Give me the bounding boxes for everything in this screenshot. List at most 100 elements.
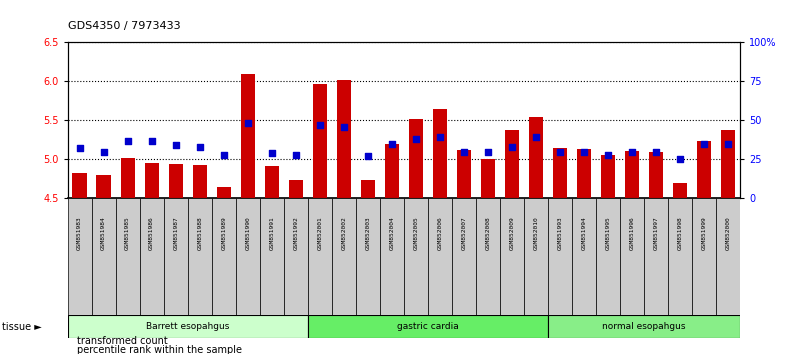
- Bar: [409, 119, 423, 198]
- Bar: [115, 198, 140, 315]
- Bar: [193, 165, 207, 198]
- Point: [217, 152, 230, 158]
- Point: [314, 122, 326, 128]
- Bar: [145, 163, 159, 198]
- Point: [650, 149, 662, 154]
- Text: percentile rank within the sample: percentile rank within the sample: [77, 346, 242, 354]
- Text: GSM851993: GSM851993: [558, 216, 563, 250]
- Point: [578, 149, 591, 154]
- Bar: [361, 180, 375, 198]
- Bar: [548, 315, 740, 338]
- Point: [121, 138, 134, 143]
- Bar: [452, 198, 476, 315]
- Bar: [625, 151, 639, 198]
- Point: [338, 124, 350, 130]
- Bar: [217, 187, 231, 198]
- Text: GSM851990: GSM851990: [245, 216, 250, 250]
- Point: [146, 138, 158, 143]
- Point: [410, 136, 423, 142]
- Point: [602, 152, 615, 158]
- Bar: [428, 198, 452, 315]
- Text: GSM852002: GSM852002: [341, 216, 346, 250]
- Bar: [721, 131, 736, 198]
- Text: GSM852004: GSM852004: [389, 216, 395, 250]
- Bar: [572, 198, 596, 315]
- Text: GSM851996: GSM851996: [630, 216, 634, 250]
- Point: [97, 149, 110, 154]
- Bar: [240, 74, 255, 198]
- Text: gastric cardia: gastric cardia: [397, 322, 458, 331]
- Bar: [693, 198, 716, 315]
- Bar: [505, 131, 519, 198]
- Point: [698, 141, 711, 147]
- Bar: [308, 315, 548, 338]
- Point: [458, 149, 470, 154]
- Bar: [289, 179, 303, 198]
- Bar: [577, 149, 591, 198]
- Bar: [356, 198, 380, 315]
- Bar: [284, 198, 308, 315]
- Text: GSM852007: GSM852007: [462, 216, 466, 250]
- Bar: [68, 315, 308, 338]
- Bar: [96, 175, 111, 198]
- Bar: [524, 198, 548, 315]
- Bar: [188, 198, 212, 315]
- Text: GSM851984: GSM851984: [101, 216, 106, 250]
- Text: transformed count: transformed count: [77, 336, 168, 346]
- Bar: [697, 141, 712, 198]
- Bar: [236, 198, 259, 315]
- Text: Barrett esopahgus: Barrett esopahgus: [146, 322, 229, 331]
- Text: normal esopahgus: normal esopahgus: [603, 322, 686, 331]
- Text: GSM852009: GSM852009: [509, 216, 514, 250]
- Bar: [140, 198, 164, 315]
- Point: [434, 135, 447, 140]
- Text: GSM851994: GSM851994: [582, 216, 587, 250]
- Text: GSM852006: GSM852006: [438, 216, 443, 250]
- Text: tissue ►: tissue ►: [2, 321, 41, 332]
- Bar: [404, 198, 428, 315]
- Text: GSM852001: GSM852001: [318, 216, 322, 250]
- Bar: [548, 198, 572, 315]
- Bar: [259, 198, 284, 315]
- Bar: [476, 198, 500, 315]
- Bar: [337, 80, 351, 198]
- Bar: [120, 158, 135, 198]
- Bar: [529, 117, 544, 198]
- Bar: [481, 159, 495, 198]
- Bar: [380, 198, 404, 315]
- Text: GSM852010: GSM852010: [533, 216, 539, 250]
- Text: GSM852008: GSM852008: [486, 216, 490, 250]
- Point: [73, 145, 86, 151]
- Bar: [212, 198, 236, 315]
- Point: [266, 150, 279, 156]
- Point: [674, 156, 687, 162]
- Point: [626, 149, 638, 154]
- Bar: [649, 152, 663, 198]
- Point: [554, 149, 567, 154]
- Bar: [433, 109, 447, 198]
- Bar: [264, 166, 279, 198]
- Bar: [601, 155, 615, 198]
- Bar: [620, 198, 644, 315]
- Text: GSM851988: GSM851988: [197, 216, 202, 250]
- Bar: [716, 198, 740, 315]
- Point: [505, 144, 518, 150]
- Text: GSM851992: GSM851992: [294, 216, 298, 250]
- Bar: [553, 148, 568, 198]
- Bar: [596, 198, 620, 315]
- Bar: [72, 172, 87, 198]
- Bar: [457, 150, 471, 198]
- Point: [193, 144, 206, 150]
- Text: GSM851991: GSM851991: [269, 216, 275, 250]
- Text: GSM852000: GSM852000: [726, 216, 731, 250]
- Text: GSM851986: GSM851986: [149, 216, 154, 250]
- Text: GSM851999: GSM851999: [702, 216, 707, 250]
- Text: GSM851995: GSM851995: [606, 216, 611, 250]
- Text: GSM852005: GSM852005: [413, 216, 419, 250]
- Text: GSM851987: GSM851987: [174, 216, 178, 250]
- Bar: [68, 198, 92, 315]
- Text: GSM851989: GSM851989: [221, 216, 226, 250]
- Bar: [164, 198, 188, 315]
- Text: GSM851997: GSM851997: [654, 216, 659, 250]
- Point: [482, 149, 494, 154]
